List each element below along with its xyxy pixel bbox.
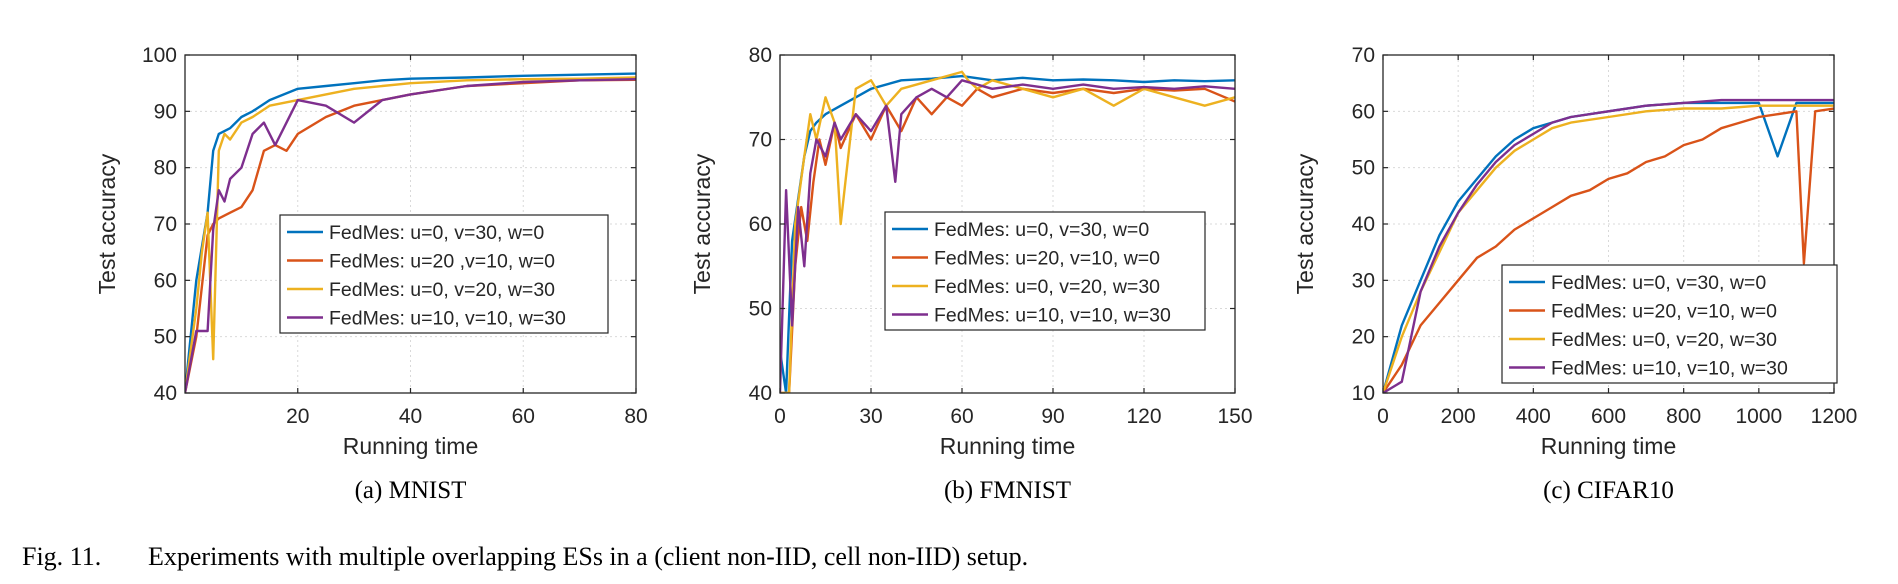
- y-tick-label: 90: [154, 100, 177, 123]
- legend-entry-label: FedMes: u=20 ,v=10, w=0: [329, 251, 555, 273]
- series-line-4: [185, 78, 636, 393]
- series-line-1: [185, 72, 636, 393]
- series-group: [185, 72, 636, 393]
- x-tick-label: 0: [1377, 405, 1389, 428]
- y-tick-label: 70: [749, 129, 772, 152]
- y-tick-label: 80: [154, 157, 177, 180]
- subfigure-caption: (a) MNIST: [355, 477, 467, 504]
- x-tick-label: 150: [1217, 405, 1252, 428]
- legend-entry-label: FedMes: u=20, v=10, w=0: [1551, 301, 1777, 323]
- x-tick-label: 20: [286, 405, 309, 428]
- legend-entry-label: FedMes: u=0, v=20, w=30: [1551, 329, 1777, 351]
- chart-2: 0 30 60 90 120 150 40 50 60 70 80 Running time Test …: [689, 44, 1253, 504]
- x-tick-label: 400: [1516, 405, 1551, 428]
- y-tick-label: 100: [142, 44, 177, 67]
- series-line-2: [780, 87, 1235, 393]
- x-tick-label: 40: [399, 405, 422, 428]
- x-axis-label: Running time: [1541, 433, 1677, 459]
- x-tick-label: 60: [512, 405, 535, 428]
- x-axis-label: Running time: [343, 433, 479, 459]
- y-tick-label: 60: [749, 213, 772, 236]
- subfigure-caption: (b) FMNIST: [944, 477, 1071, 504]
- series-group: [1383, 98, 1834, 393]
- y-tick-label: 70: [154, 213, 177, 236]
- y-tick-label: 60: [154, 269, 177, 292]
- series-line-2: [1383, 107, 1834, 393]
- series-line-3: [780, 70, 1235, 393]
- y-tick-label: 40: [749, 382, 772, 405]
- y-tick-label: 10: [1352, 382, 1375, 405]
- x-tick-label: 800: [1666, 405, 1701, 428]
- x-axis-label: Running time: [940, 433, 1076, 459]
- legend-entry-label: FedMes: u=0, v=30, w=0: [934, 219, 1149, 241]
- x-tick-label: 600: [1591, 405, 1626, 428]
- y-tick-label: 20: [1352, 326, 1375, 349]
- y-axis-label: Test accuracy: [689, 153, 715, 294]
- x-tick-label: 200: [1441, 405, 1476, 428]
- x-tick-label: 60: [950, 405, 973, 428]
- legend-entry-label: FedMes: u=10, v=10, w=30: [329, 308, 566, 330]
- series-line-3: [1383, 104, 1834, 393]
- x-tick-label: 80: [624, 405, 647, 428]
- series-line-3: [185, 76, 636, 393]
- legend-box: [884, 211, 1206, 331]
- legend: FedMes: u=0, v=30, w=0 FedMes: u=20, v=10…: [1501, 264, 1838, 384]
- y-tick-label: 50: [1352, 157, 1375, 180]
- legend: FedMes: u=0, v=30, w=0 FedMes: u=20 ,v=10…: [279, 214, 609, 334]
- x-tick-label: 120: [1126, 405, 1161, 428]
- figure-caption-text: Experiments with multiple overlapping ES…: [148, 542, 1028, 571]
- legend-entry-label: FedMes: u=0, v=30, w=0: [1551, 272, 1766, 294]
- legend-entry-label: FedMes: u=10, v=10, w=30: [1551, 358, 1788, 380]
- legend-box: [1501, 264, 1838, 384]
- y-axis-label: Test accuracy: [94, 153, 120, 294]
- figure-caption-label: Fig. 11.: [22, 542, 101, 571]
- y-tick-label: 50: [154, 326, 177, 349]
- y-axis-label: Test accuracy: [1292, 153, 1318, 294]
- y-tick-label: 40: [154, 382, 177, 405]
- series-line-4: [780, 79, 1235, 393]
- series-line-4: [1383, 98, 1834, 393]
- y-tick-label: 50: [749, 298, 772, 321]
- subfigure-caption: (c) CIFAR10: [1543, 477, 1674, 504]
- y-tick-label: 80: [749, 44, 772, 67]
- legend-box: [279, 214, 609, 334]
- x-tick-label: 1000: [1735, 405, 1782, 428]
- legend-entry-label: FedMes: u=0, v=30, w=0: [329, 222, 544, 244]
- y-tick-label: 30: [1352, 269, 1375, 292]
- x-tick-label: 0: [774, 405, 786, 428]
- series-group: [780, 70, 1235, 393]
- chart-3: 0 200 400 600 800 1000 1200 10 20 30 40 50 60 70 Runni…: [1292, 44, 1857, 504]
- legend-entry-label: FedMes: u=10, v=10, w=30: [934, 305, 1171, 327]
- legend: FedMes: u=0, v=30, w=0 FedMes: u=20, v=10…: [884, 211, 1206, 331]
- x-tick-label: 90: [1041, 405, 1064, 428]
- y-tick-label: 40: [1352, 213, 1375, 236]
- x-tick-label: 30: [859, 405, 882, 428]
- x-tick-label: 1200: [1811, 405, 1858, 428]
- legend-entry-label: FedMes: u=0, v=20, w=30: [934, 276, 1160, 298]
- chart-1: 20 40 60 80 40 50 60 70 80 90 100 Running time Test …: [94, 44, 648, 504]
- legend-entry-label: FedMes: u=20, v=10, w=0: [934, 248, 1160, 270]
- y-tick-label: 70: [1352, 44, 1375, 67]
- y-tick-label: 60: [1352, 100, 1375, 123]
- legend-entry-label: FedMes: u=0, v=20, w=30: [329, 279, 555, 301]
